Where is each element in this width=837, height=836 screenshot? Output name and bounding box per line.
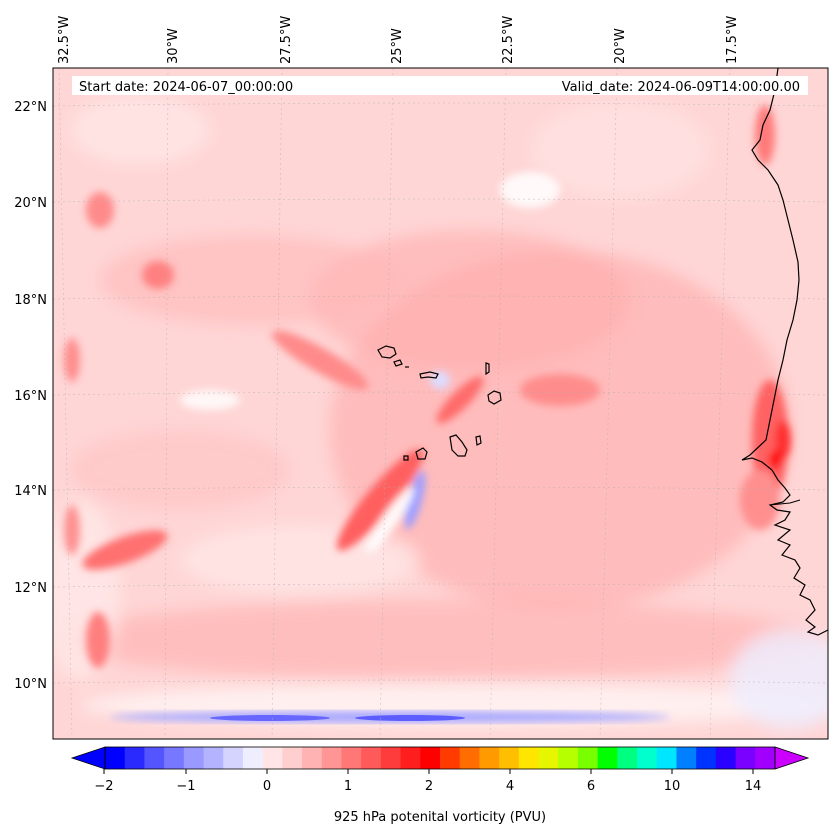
colorbar-cell xyxy=(637,747,658,769)
colorbar-cell xyxy=(479,747,500,769)
graticule xyxy=(53,68,828,739)
lat-label: 16°N xyxy=(14,389,47,404)
colorbar-cell xyxy=(105,747,126,769)
colorbar-cell xyxy=(124,747,145,769)
colorbar-cell xyxy=(164,747,185,769)
colorbar-cell xyxy=(262,747,283,769)
cbar-tick-label: 2 xyxy=(425,779,433,794)
colorbar-cell xyxy=(499,747,520,769)
island-sal xyxy=(485,362,490,376)
colorbar-cell xyxy=(321,747,342,769)
island-sao-vicente xyxy=(393,359,403,367)
colorbar-cell xyxy=(617,747,638,769)
colorbar-cell xyxy=(302,747,323,769)
gambia-river xyxy=(769,499,801,506)
colorbar-cell xyxy=(380,747,402,769)
pv-field-shading xyxy=(53,95,828,730)
colorbar-cell xyxy=(597,747,618,769)
lon-label: 20°W xyxy=(613,28,628,64)
colorbar-cell xyxy=(144,747,165,769)
colorbar-label: 925 hPa potenital vorticity (PVU) xyxy=(334,810,546,825)
map-panel: Start date: 2024-06-07_00:00:00 Valid_da… xyxy=(53,68,828,739)
colorbar-cell xyxy=(361,747,382,769)
cbar-tick-label: 14 xyxy=(745,779,762,794)
island-boa-vista xyxy=(487,390,502,405)
africa-coastline xyxy=(741,68,828,636)
cbar-tick-label: 1 xyxy=(344,779,352,794)
lat-label: 14°N xyxy=(14,484,47,499)
start-date-text: Start date: 2024-06-07_00:00:00 xyxy=(79,80,293,95)
longitude-labels: 32.5°W 30°W 27.5°W 25°W 22.5°W 20°W 17.5… xyxy=(57,16,740,64)
colorbar-cell xyxy=(400,747,421,769)
cbar-tick-label: 0 xyxy=(263,779,271,794)
colorbar-frame xyxy=(104,746,776,770)
colorbar-cells xyxy=(105,747,776,769)
pv-negative-band xyxy=(110,711,670,723)
island-maio xyxy=(475,435,482,446)
island-fogo xyxy=(415,447,428,460)
lat-label: 18°N xyxy=(14,293,47,308)
lat-label: 10°N xyxy=(14,677,47,692)
colorbar-cell xyxy=(341,747,362,769)
pv-features xyxy=(64,105,791,668)
cape-verde-islands xyxy=(377,345,502,461)
cbar-tick-label: 10 xyxy=(664,779,681,794)
colorbar-cell xyxy=(538,747,559,769)
island-brava xyxy=(403,455,409,461)
lon-label: 30°W xyxy=(166,28,181,64)
colorbar-cell xyxy=(715,747,737,769)
colorbar-cell xyxy=(282,747,303,769)
colorbar-cell xyxy=(183,747,205,769)
lon-label: 17.5°W xyxy=(725,16,740,64)
colorbar-cell xyxy=(518,747,540,769)
lon-label: 32.5°W xyxy=(57,16,72,64)
island-santiago xyxy=(449,434,468,457)
colorbar-cell xyxy=(223,747,244,769)
colorbar-under-arrow xyxy=(70,746,106,770)
header-strip xyxy=(72,76,808,95)
colorbar-tick-labels: −2 −1 0 1 2 4 6 10 14 xyxy=(94,779,761,794)
lat-label: 20°N xyxy=(14,196,47,211)
colorbar-cell xyxy=(459,747,480,769)
lat-label: 22°N xyxy=(14,100,47,115)
latitude-labels: 22°N 20°N 18°N 16°N 14°N 12°N 10°N xyxy=(14,100,47,692)
map-frame xyxy=(52,67,829,740)
colorbar-cell xyxy=(577,747,599,769)
colorbar-cell xyxy=(420,747,441,769)
cbar-tick-label: −1 xyxy=(176,779,195,794)
valid-date-text: Valid_date: 2024-06-09T14:00:00.00 xyxy=(562,80,800,95)
island-sao-nicolau xyxy=(419,371,439,379)
colorbar-cell xyxy=(203,747,224,769)
lon-label: 25°W xyxy=(390,28,405,64)
lon-label: 27.5°W xyxy=(279,16,294,64)
colorbar-cell xyxy=(656,747,677,769)
colorbar-cell xyxy=(735,747,756,769)
colorbar-cell xyxy=(755,747,776,769)
colorbar-cell xyxy=(696,747,717,769)
island-santo-antao xyxy=(377,345,397,359)
lat-label: 12°N xyxy=(14,581,47,596)
colorbar-cell xyxy=(242,747,264,769)
lon-label: 22.5°W xyxy=(501,16,516,64)
cbar-tick-label: −2 xyxy=(94,779,113,794)
cbar-tick-label: 6 xyxy=(587,779,595,794)
colorbar-cell xyxy=(440,747,461,769)
colorbar-ticks xyxy=(103,769,754,774)
colorbar-cell xyxy=(558,747,579,769)
colorbar-cell xyxy=(676,747,697,769)
colorbar: −2 −1 0 1 2 4 6 10 14 925 hPa potenital … xyxy=(70,746,810,825)
cbar-tick-label: 4 xyxy=(506,779,514,794)
colorbar-over-arrow xyxy=(774,746,810,770)
